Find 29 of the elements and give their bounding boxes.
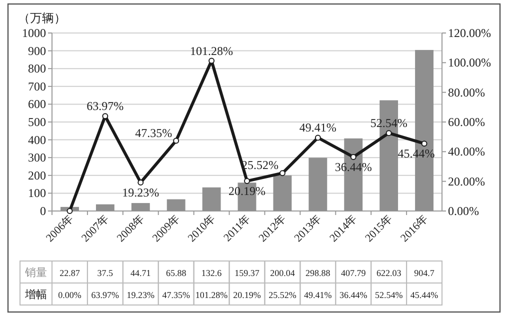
point: [244, 178, 250, 184]
y-axis-title: （万辆）: [18, 11, 66, 25]
y2-tick-label: 40.00%: [448, 144, 485, 159]
y-tick-label: 300: [28, 150, 46, 165]
y2-tick-label: 60.00%: [448, 115, 485, 129]
y2-tick-label: 20.00%: [448, 174, 485, 188]
y-tick-label: 200: [28, 168, 46, 182]
y-tick-label: 400: [28, 132, 46, 147]
y2-tick-label: 100.00%: [448, 56, 491, 70]
point: [279, 170, 286, 176]
point: [66, 208, 73, 214]
y-tick-label: 1000: [22, 26, 46, 40]
x-tick-label: 2011年: [222, 212, 254, 244]
point: [314, 134, 321, 141]
y-tick-label: 0: [40, 204, 46, 218]
y-tick-label: 600: [28, 97, 46, 112]
point: [173, 138, 180, 144]
y2-tick-label: 80.00%: [448, 85, 485, 100]
y-tick-label: 100: [28, 186, 46, 200]
y2-tick-label: 120.00%: [448, 26, 491, 40]
y-tick-label: 900: [28, 44, 46, 58]
y-tick-label: 700: [28, 79, 46, 94]
point: [138, 179, 144, 186]
y2-tick-label: 0.00%: [448, 204, 479, 218]
y-tick-label: 800: [28, 62, 46, 76]
point: [421, 140, 428, 147]
y-tick-label: 500: [28, 115, 46, 129]
point: [350, 154, 356, 160]
point: [386, 130, 392, 136]
